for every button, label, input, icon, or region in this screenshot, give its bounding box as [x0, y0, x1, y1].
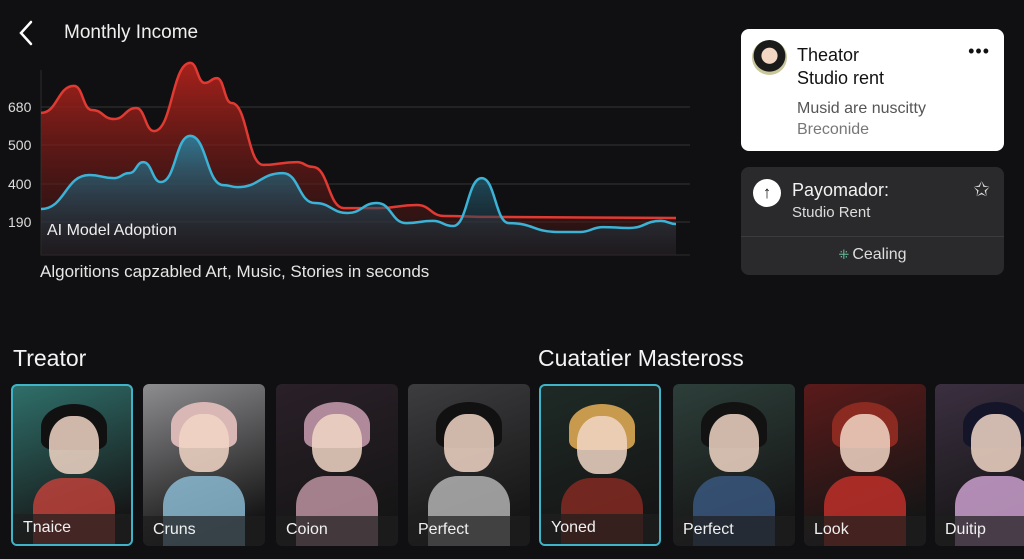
payment-card: ↑ Payomador: Studio Rent ✩ ⁜ Cealing	[741, 167, 1004, 275]
y-tick-label: 500	[8, 137, 32, 153]
chevron-left-icon[interactable]	[14, 18, 40, 48]
series-line-0	[40, 61, 677, 220]
character-tile[interactable]: Tnaice	[11, 384, 133, 546]
tile-label: Coion	[276, 516, 398, 546]
character-face	[444, 414, 494, 472]
character-face	[577, 416, 627, 474]
tile-label: Tnaice	[13, 514, 131, 544]
divider	[741, 236, 1004, 237]
notification-subtitle: Studio rent	[797, 68, 885, 88]
page-title: Monthly Income	[64, 22, 199, 43]
star-outline-icon[interactable]: ✩	[973, 179, 990, 201]
character-tile[interactable]: Cruns	[143, 384, 265, 546]
notification-line1: Musid are nuscitty	[797, 100, 926, 117]
tile-label: Perfect	[673, 516, 795, 546]
notification-title: Theator	[797, 45, 860, 65]
chart-annotation: AI Model Adoption	[47, 222, 177, 239]
payment-title: Payomador:	[792, 180, 890, 200]
tile-label: Yoned	[541, 514, 659, 544]
character-tile[interactable]: Perfect	[408, 384, 530, 546]
character-tile[interactable]: Coion	[276, 384, 398, 546]
y-tick-label: 680	[8, 99, 32, 115]
character-tile[interactable]: Perfect	[673, 384, 795, 546]
character-face	[179, 414, 229, 472]
tile-label: Duitip	[935, 516, 1024, 546]
payment-subtitle: Studio Rent	[792, 204, 871, 221]
chart-caption: Algoritions capzabled Art, Music, Storie…	[40, 262, 430, 281]
character-face	[709, 414, 759, 472]
notification-card[interactable]: Theator Studio rent ••• Musid are nuscit…	[741, 29, 1004, 151]
tile-label: Perfect	[408, 516, 530, 546]
character-face	[971, 414, 1021, 472]
avatar	[752, 40, 787, 75]
character-face	[840, 414, 890, 472]
series-line-1	[40, 134, 677, 234]
y-tick-label: 400	[8, 176, 32, 192]
section-title-masteross: Cuatatier Masteross	[538, 345, 744, 371]
cealing-label: Cealing	[852, 246, 907, 263]
grid-icon: ⁜	[838, 247, 850, 262]
tile-label: Cruns	[143, 516, 265, 546]
y-tick-label: 190	[8, 214, 32, 230]
cealing-button[interactable]: ⁜ Cealing	[741, 246, 1004, 264]
character-face	[312, 414, 362, 472]
notification-line2: Breconide	[797, 121, 870, 138]
character-tile[interactable]: Duitip	[935, 384, 1024, 546]
arrow-up-circle-icon: ↑	[753, 179, 781, 207]
section-title-treator: Treator	[13, 345, 87, 371]
tile-label: Look	[804, 516, 926, 546]
character-face	[49, 416, 99, 474]
ellipsis-icon[interactable]: •••	[968, 41, 990, 61]
character-tile[interactable]: Yoned	[539, 384, 661, 546]
series-area-1	[41, 135, 676, 255]
character-tile[interactable]: Look	[804, 384, 926, 546]
income-chart: 680 500 400 190 AI Model Adoption	[8, 61, 690, 256]
